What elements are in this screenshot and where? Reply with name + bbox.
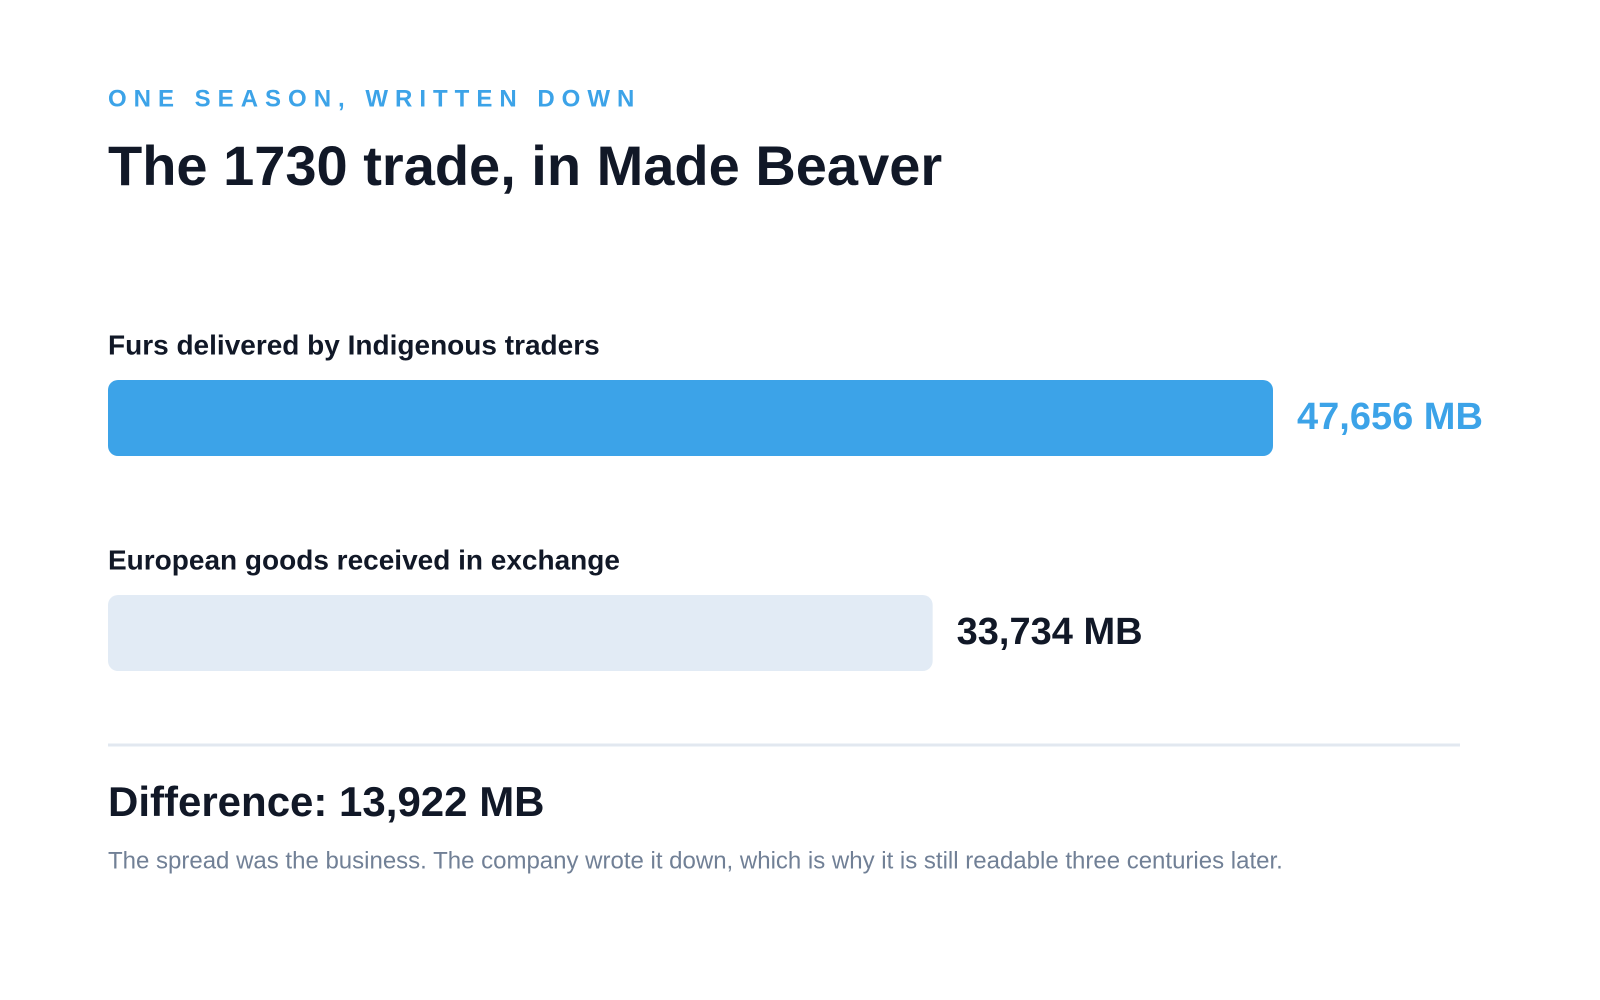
bar <box>108 380 1273 456</box>
chart-title: The 1730 trade, in Made Beaver <box>108 134 942 197</box>
bar <box>108 595 933 671</box>
bar-label: Furs delivered by Indigenous traders <box>108 329 600 360</box>
value-label: 47,656 MB <box>1297 396 1483 438</box>
note: The spread was the business. The company… <box>108 847 1283 874</box>
kicker: ONE SEASON, WRITTEN DOWN <box>108 85 641 112</box>
summary: Difference: 13,922 MB <box>108 778 545 825</box>
bar-label: European goods received in exchange <box>108 544 620 575</box>
value-label: 33,734 MB <box>957 611 1143 653</box>
